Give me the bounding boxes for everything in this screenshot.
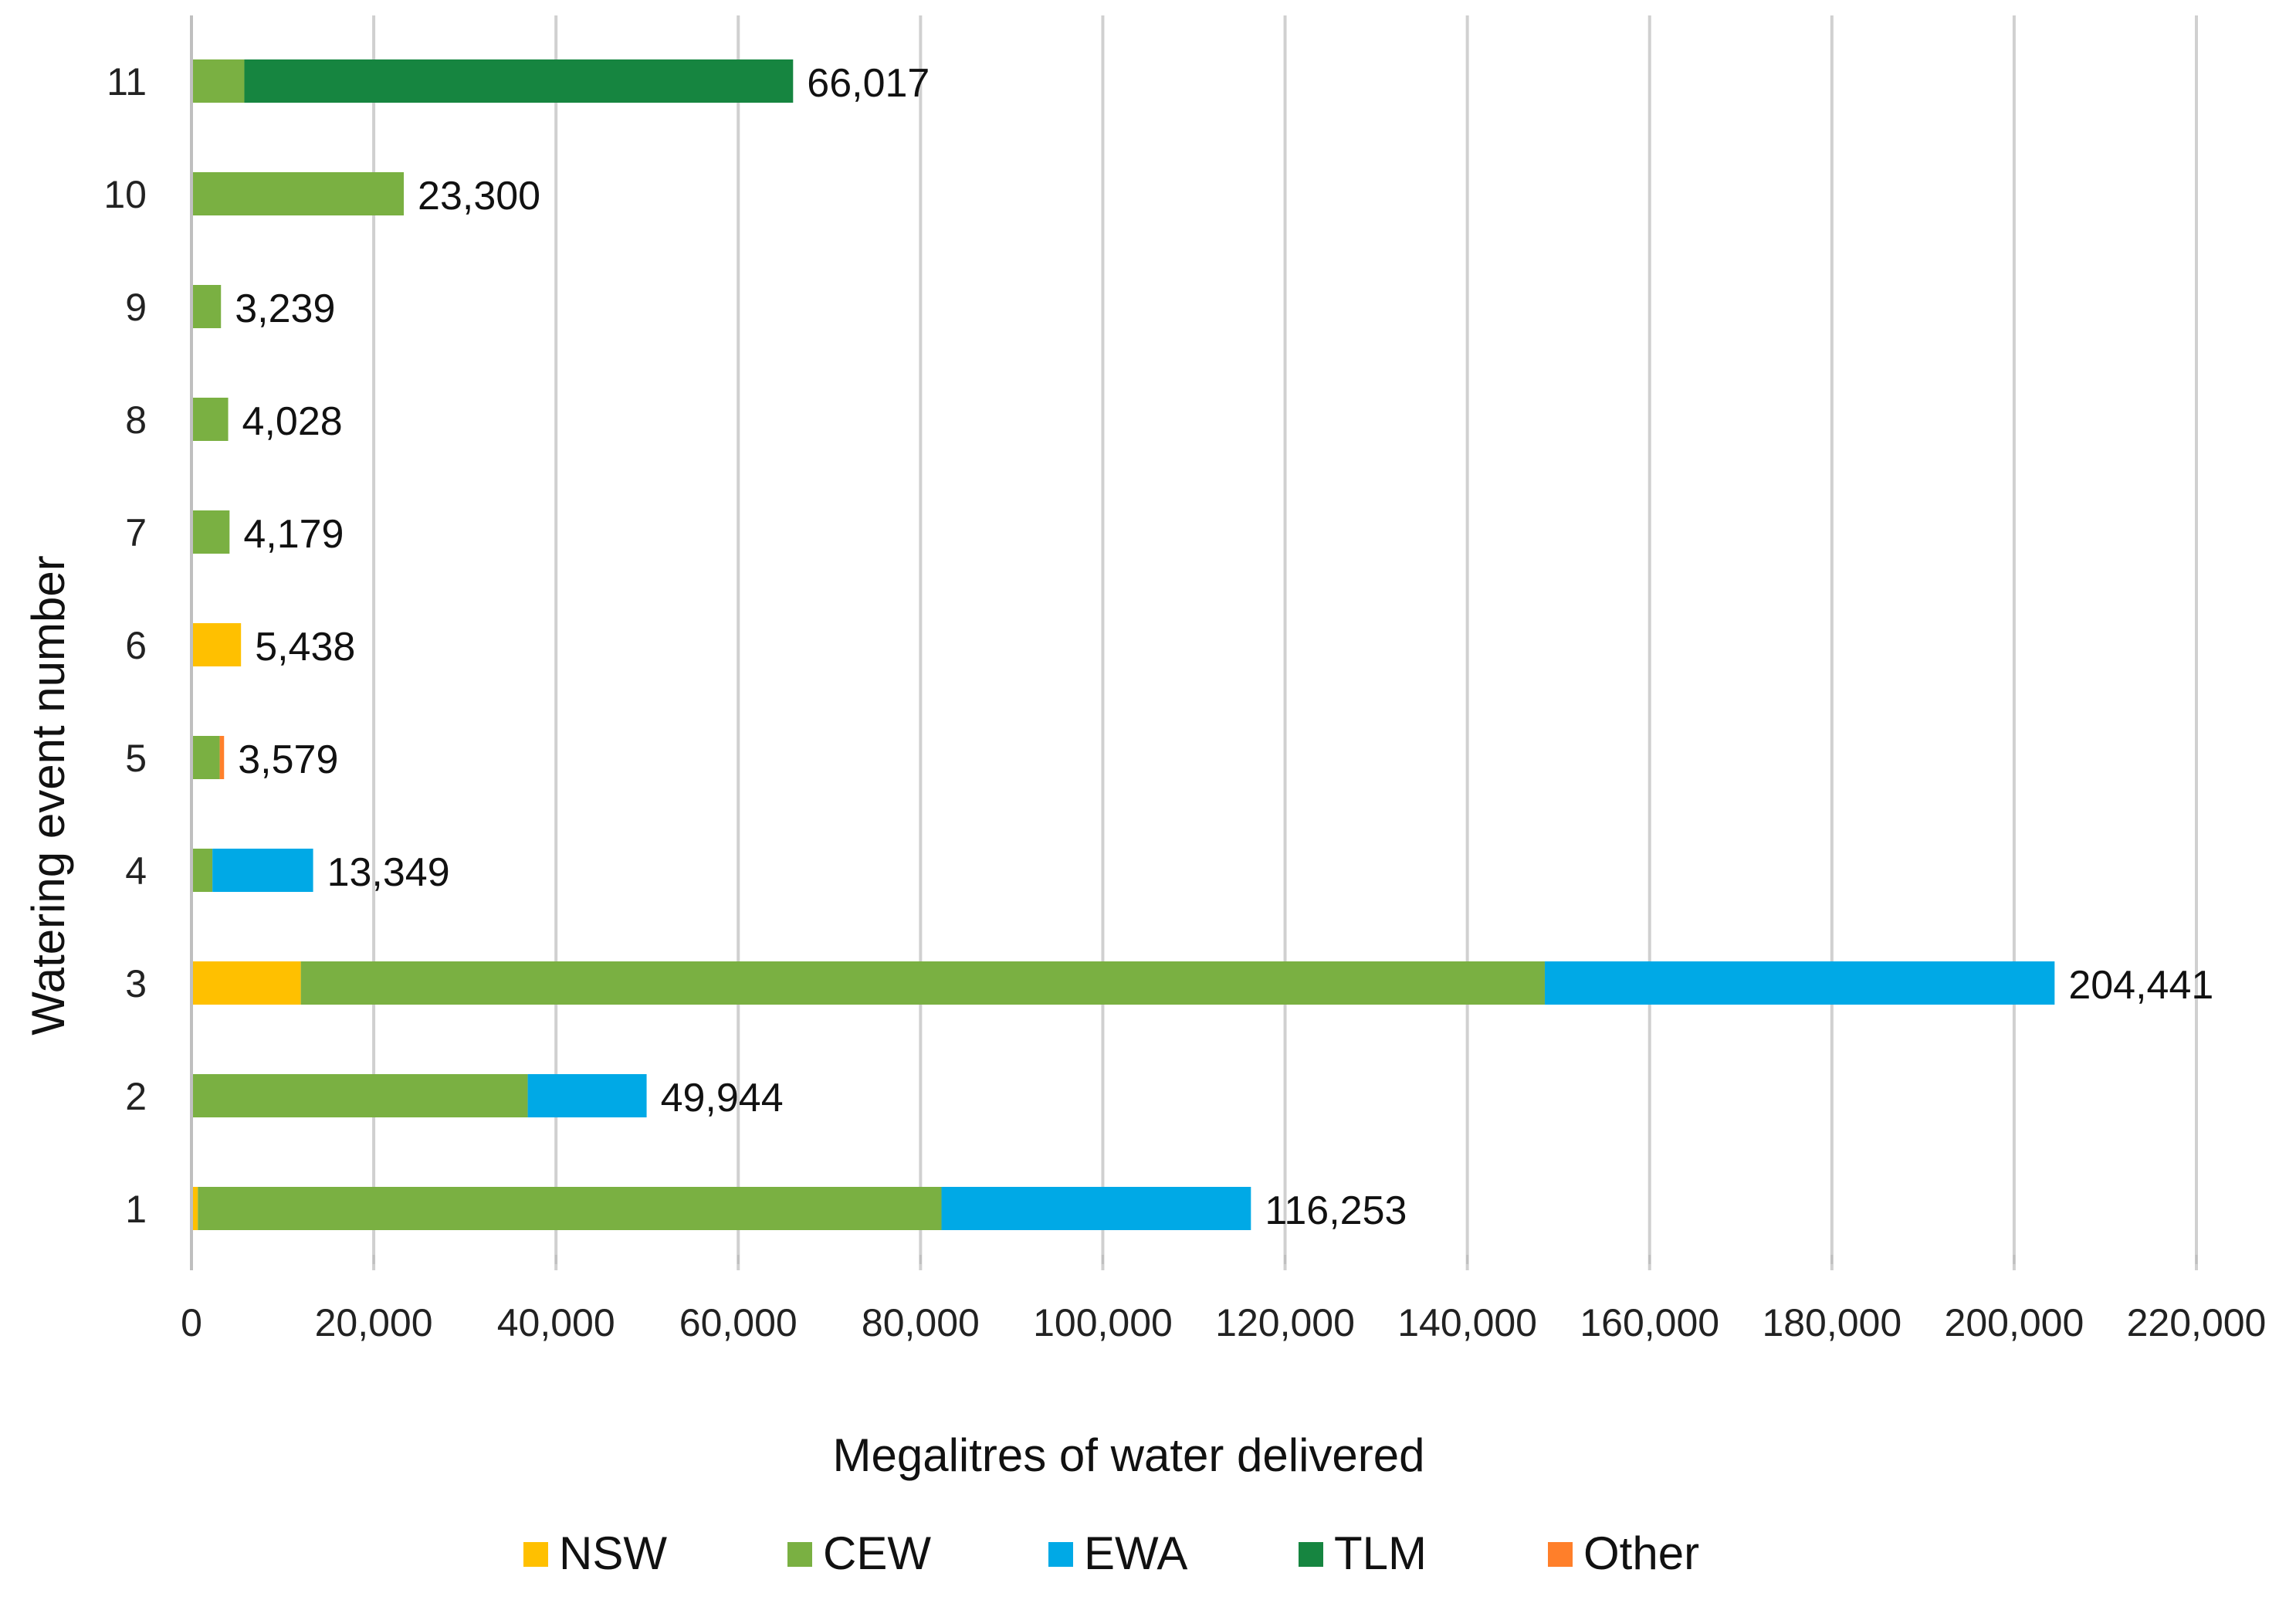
x-tick-label: 200,000 (1945, 1301, 2084, 1344)
bar-segment-ewa (212, 849, 313, 892)
x-tick-label: 100,000 (1033, 1301, 1173, 1344)
legend-swatch-tlm (1299, 1542, 1323, 1567)
bar-segment-ewa (941, 1187, 1251, 1230)
bar-segment-cew (191, 59, 245, 103)
y-tick-label: 3 (125, 962, 147, 1005)
x-tick-label: 60,000 (679, 1301, 798, 1344)
y-tick-label: 11 (107, 60, 147, 103)
bar-segment-ewa (527, 1074, 647, 1117)
legend-label-nsw: NSW (559, 1527, 667, 1579)
bar-segment-ewa (1544, 961, 2055, 1005)
total-label: 5,438 (255, 625, 355, 669)
bar-segment-nsw (191, 961, 301, 1005)
total-label: 3,579 (238, 737, 338, 782)
total-label: 23,300 (418, 174, 540, 219)
bar-segment-nsw (191, 623, 242, 666)
legend-swatch-other (1548, 1542, 1573, 1567)
total-label: 116,253 (1265, 1188, 1407, 1233)
y-tick-label: 1 (125, 1188, 147, 1231)
bar-segment-cew (191, 172, 405, 215)
data-labels: 116,253 49,944 204,441 13,349 3,579 5,438 4,17… (235, 61, 2213, 1233)
bar-segment-cew (191, 1074, 528, 1117)
total-label: 49,944 (661, 1076, 784, 1120)
bar-segment-nsw (191, 1187, 198, 1230)
y-tick-label: 7 (125, 511, 147, 554)
legend-swatch-ewa (1048, 1542, 1073, 1567)
legend: NSW CEW EWA TLM Other (523, 1527, 1699, 1579)
legend-label-ewa: EWA (1084, 1527, 1187, 1579)
legend-label-other: Other (1583, 1527, 1699, 1579)
bar-segment-cew (191, 398, 229, 441)
gridlines (372, 15, 2198, 1270)
bar-segment-tlm (244, 59, 794, 103)
total-label: 4,179 (243, 512, 344, 557)
bar-segment-cew (191, 736, 220, 779)
x-axis-title: Megalitres of water delivered (832, 1429, 1424, 1481)
legend-label-tlm: TLM (1334, 1527, 1427, 1579)
y-tick-label: 8 (125, 398, 147, 442)
total-label: 3,239 (235, 286, 335, 331)
bar-segment-cew (191, 510, 230, 554)
x-tick-label: 120,000 (1215, 1301, 1355, 1344)
bar-segment-other (219, 736, 225, 779)
x-tick-label: 140,000 (1397, 1301, 1537, 1344)
total-label: 204,441 (2068, 963, 2213, 1008)
x-tick-label: 180,000 (1762, 1301, 1901, 1344)
x-tick-label: 40,000 (497, 1301, 615, 1344)
x-tick-label: 160,000 (1580, 1301, 1719, 1344)
x-tick-label: 220,000 (2127, 1301, 2267, 1344)
legend-label-cew: CEW (823, 1527, 931, 1579)
legend-swatch-nsw (523, 1542, 548, 1567)
legend-swatch-cew (787, 1542, 812, 1567)
bar-segment-cew (300, 961, 1545, 1005)
y-tick-label: 10 (103, 173, 147, 216)
bar-segment-cew (198, 1187, 942, 1230)
total-label: 13,349 (327, 850, 450, 895)
bars (191, 59, 2055, 1230)
y-tick-label: 9 (125, 286, 147, 329)
axes: 0 20,000 40,000 60,000 80,000 100,000 120,000 1… (103, 15, 2266, 1344)
total-label: 4,028 (242, 399, 343, 444)
y-tick-label: 5 (125, 737, 147, 780)
y-tick-label: 2 (125, 1075, 147, 1118)
bar-segment-cew (191, 849, 213, 892)
y-tick-label: 4 (125, 849, 147, 893)
y-axis-title: Watering event number (22, 555, 74, 1035)
bar-segment-cew (191, 285, 222, 328)
total-label: 66,017 (807, 61, 930, 106)
x-tick-label: 80,000 (862, 1301, 980, 1344)
x-tick-label: 20,000 (315, 1301, 433, 1344)
y-tick-label: 6 (125, 624, 147, 667)
x-tick-label: 0 (181, 1301, 202, 1344)
